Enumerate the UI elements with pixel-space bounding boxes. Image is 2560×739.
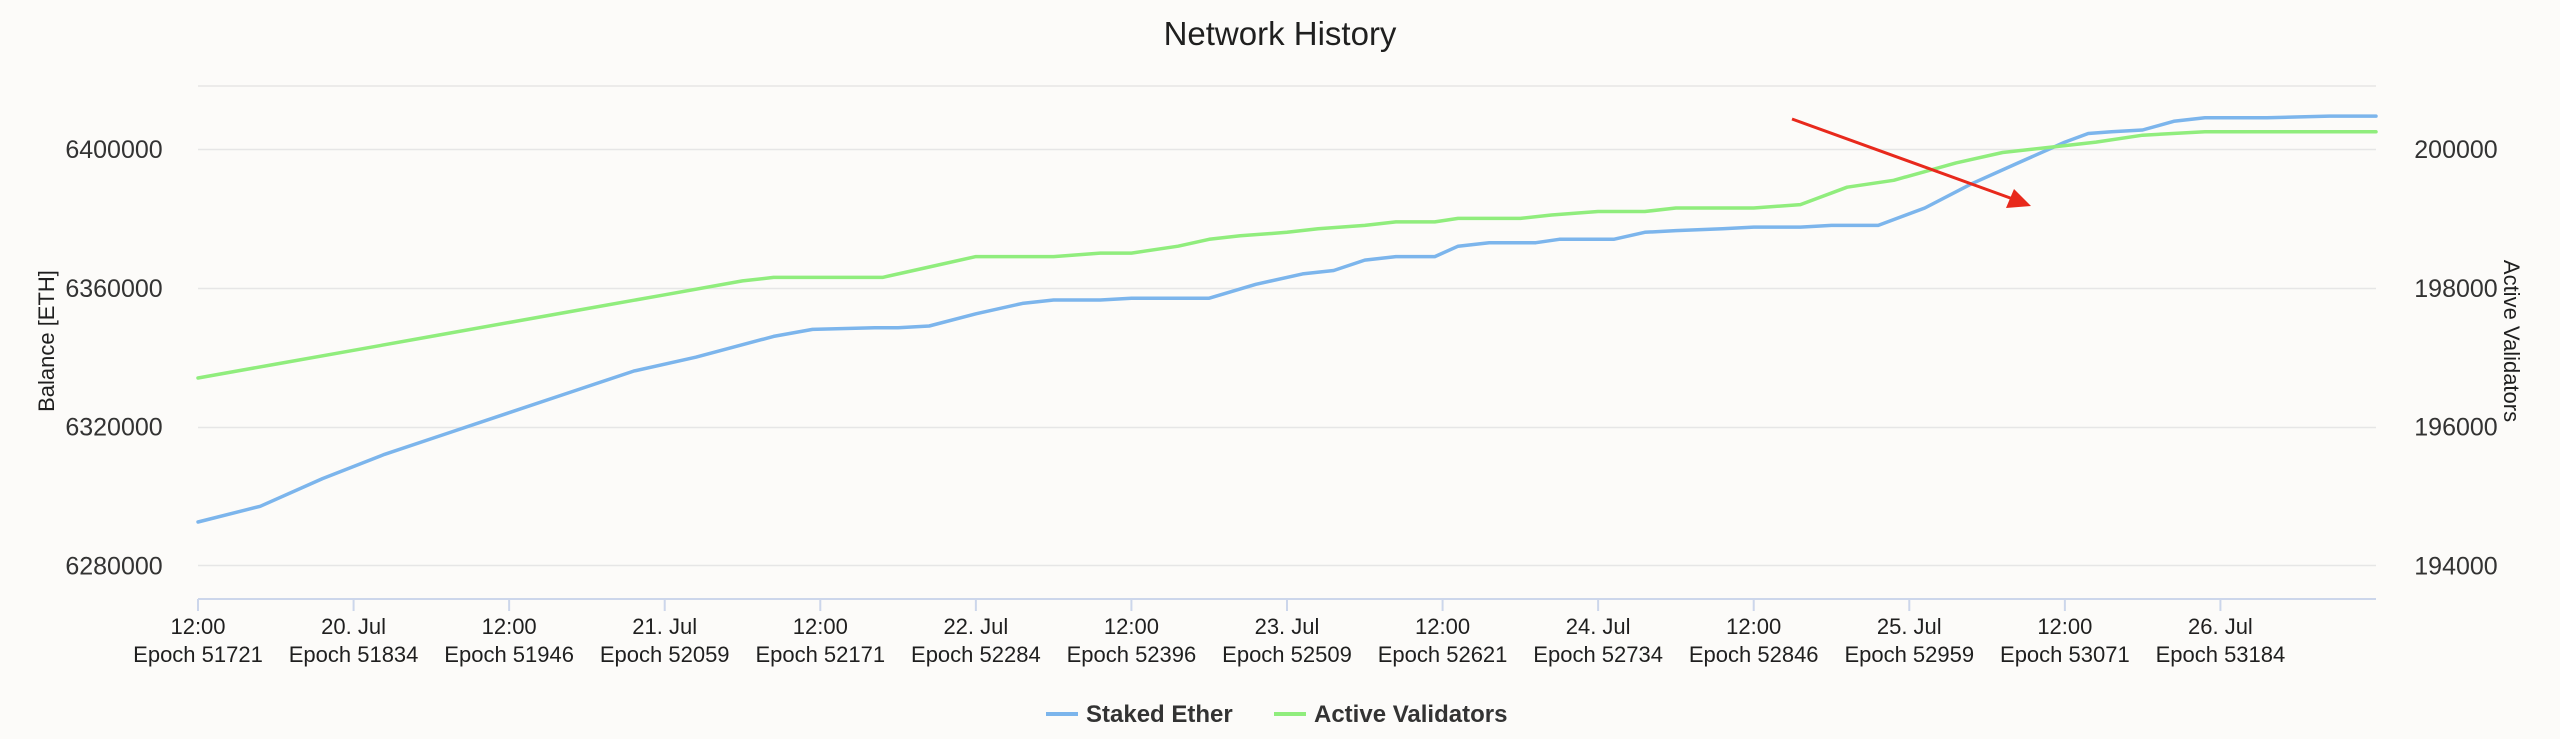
x-tick-epoch-label: Epoch 52959 — [1844, 642, 1974, 667]
x-tick-label: 25. Jul — [1877, 614, 1942, 639]
chart-title: Network History — [1164, 15, 1397, 52]
y-right-tick-label: 196000 — [2414, 414, 2497, 442]
legend-label: Active Validators — [1314, 701, 1507, 728]
x-tick-label: 12:00 — [1415, 614, 1470, 639]
x-tick-epoch-label: Epoch 52734 — [1533, 642, 1663, 667]
x-tick-label: 12:00 — [793, 614, 848, 639]
legend: Staked Ether Active Validators — [1046, 701, 1507, 728]
x-tick-label: 12:00 — [2037, 614, 2092, 639]
x-tick-label: 12:00 — [170, 614, 225, 639]
grid-lines — [198, 85, 2376, 567]
series-layer — [196, 114, 2378, 524]
x-tick-epoch-label: Epoch 51834 — [289, 642, 419, 667]
x-tick-epoch-label: Epoch 52059 — [600, 642, 730, 667]
legend-label: Staked Ether — [1086, 701, 1233, 728]
x-tick-epoch-label: Epoch 52396 — [1067, 642, 1197, 667]
series-line-active-validators — [196, 129, 2378, 380]
legend-item-staked-ether[interactable]: Staked Ether — [1046, 701, 1233, 728]
x-tick-epoch-label: Epoch 51946 — [444, 642, 574, 667]
x-tick-epoch-label: Epoch 53071 — [2000, 642, 2130, 667]
x-tick-label: 12:00 — [482, 614, 537, 639]
y-left-tick-label: 6360000 — [65, 275, 162, 303]
y-left-tick-label: 6320000 — [65, 414, 162, 442]
x-tick-epoch-label: Epoch 52171 — [755, 642, 885, 667]
y-axis-right-label: Active Validators — [2499, 260, 2524, 422]
y-right-tick-label: 200000 — [2414, 136, 2497, 164]
x-tick-label: 12:00 — [1104, 614, 1159, 639]
x-axis: 12:00 Epoch 51721 20. Jul Epoch 51834 12:00 E… — [133, 599, 2285, 667]
x-tick-label: 24. Jul — [1566, 614, 1631, 639]
x-tick-label: 23. Jul — [1255, 614, 1320, 639]
x-tick-epoch-label: Epoch 53184 — [2156, 642, 2286, 667]
x-tick-label: 12:00 — [1726, 614, 1781, 639]
y-left-tick-label: 6400000 — [65, 136, 162, 164]
y-axis-left-label: Balance [ETH] — [34, 270, 59, 412]
y-right-tick-label: 194000 — [2414, 552, 2497, 580]
x-tick-label: 20. Jul — [321, 614, 386, 639]
x-tick-label: 22. Jul — [943, 614, 1008, 639]
x-tick-label: 21. Jul — [632, 614, 697, 639]
x-tick-epoch-label: Epoch 52846 — [1689, 642, 1819, 667]
y-right-tick-label: 198000 — [2414, 275, 2497, 303]
legend-item-active-validators[interactable]: Active Validators — [1274, 701, 1507, 728]
y-axis-left: 6280000 6320000 6360000 6400000 — [65, 136, 162, 580]
x-tick-epoch-label: Epoch 52509 — [1222, 642, 1352, 667]
y-axis-right: 194000 196000 198000 200000 — [2414, 136, 2497, 580]
x-tick-epoch-label: Epoch 52284 — [911, 642, 1041, 667]
x-tick-epoch-label: Epoch 51721 — [133, 642, 263, 667]
y-left-tick-label: 6280000 — [65, 552, 162, 580]
x-tick-label: 26. Jul — [2188, 614, 2253, 639]
annotation-arrow — [1791, 117, 2031, 208]
x-tick-epoch-label: Epoch 52621 — [1378, 642, 1508, 667]
